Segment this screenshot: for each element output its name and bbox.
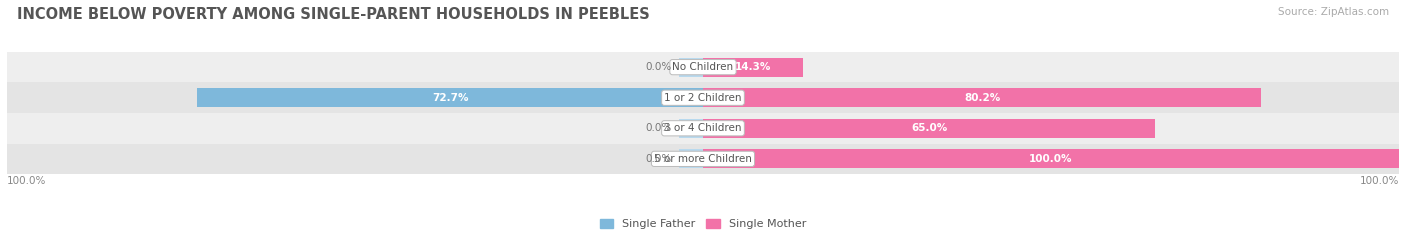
Bar <box>703 88 1261 107</box>
Text: 100.0%: 100.0% <box>7 176 46 186</box>
Text: 100.0%: 100.0% <box>1360 176 1399 186</box>
Bar <box>197 88 703 107</box>
Text: INCOME BELOW POVERTY AMONG SINGLE-PARENT HOUSEHOLDS IN PEEBLES: INCOME BELOW POVERTY AMONG SINGLE-PARENT… <box>17 7 650 22</box>
Bar <box>7 52 1399 82</box>
Text: 0.0%: 0.0% <box>645 123 672 133</box>
Bar <box>7 144 1399 174</box>
Text: 100.0%: 100.0% <box>1029 154 1073 164</box>
Bar <box>679 119 703 138</box>
Bar <box>679 58 703 77</box>
Text: 80.2%: 80.2% <box>965 93 1000 103</box>
Bar <box>7 82 1399 113</box>
Text: 3 or 4 Children: 3 or 4 Children <box>664 123 742 133</box>
Bar <box>703 58 803 77</box>
Text: 65.0%: 65.0% <box>911 123 948 133</box>
Text: Source: ZipAtlas.com: Source: ZipAtlas.com <box>1278 7 1389 17</box>
Text: 72.7%: 72.7% <box>432 93 468 103</box>
Legend: Single Father, Single Mother: Single Father, Single Mother <box>596 214 810 233</box>
Text: 14.3%: 14.3% <box>734 62 770 72</box>
Bar <box>703 149 1399 168</box>
Text: 5 or more Children: 5 or more Children <box>654 154 752 164</box>
Bar <box>7 113 1399 144</box>
Text: 0.0%: 0.0% <box>645 154 672 164</box>
Bar <box>679 149 703 168</box>
Text: 0.0%: 0.0% <box>645 62 672 72</box>
Bar <box>703 119 1156 138</box>
Text: No Children: No Children <box>672 62 734 72</box>
Text: 1 or 2 Children: 1 or 2 Children <box>664 93 742 103</box>
